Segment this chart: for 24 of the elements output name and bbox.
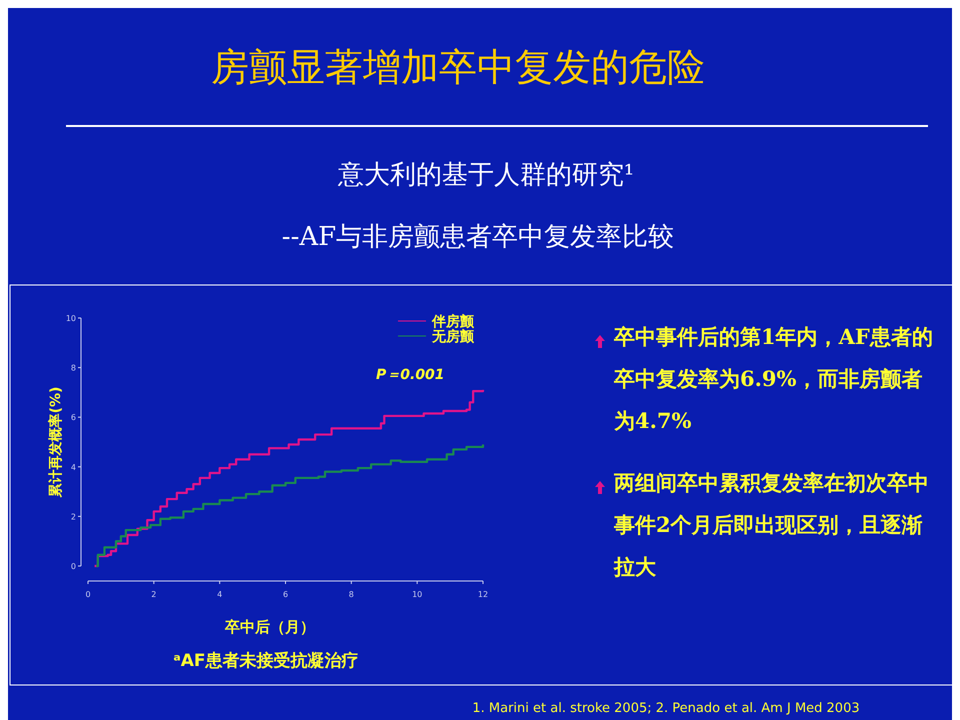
y-tick-label: 8	[70, 364, 76, 373]
x-tick-label: 10	[412, 590, 422, 599]
chart-title: 房颤显著增加卒中复发的危险	[211, 45, 705, 89]
y-tick-label: 4	[70, 462, 76, 472]
x-axis-title: 卒中后（月）	[224, 618, 315, 636]
legend-label: 伴房颤	[431, 313, 475, 330]
x-tick-label: 4	[217, 590, 222, 599]
x-tick-label: 2	[151, 590, 156, 599]
text: 1. Marini et al. stroke 2005; 2. Penado et al. Am J Med 2003	[472, 701, 860, 716]
x-tick-label: 6	[282, 590, 288, 599]
text: 卒中事件后的第1年内，AF患者的卒中复发率为6.9%，而非房颤者为4.7%	[613, 324, 933, 433]
y-tick-label: 2	[70, 512, 76, 522]
x-tick-label: 8	[348, 590, 354, 599]
text: 两组间卒中累积复发率在初次卒中事件2个月后即出现区别，且逐渐拉大	[613, 470, 929, 579]
annotation: P＝0.001	[376, 367, 445, 383]
x-tick-label: 0	[85, 590, 91, 599]
x-tick-label: 12	[478, 590, 488, 599]
y-tick-label: 0	[70, 562, 76, 571]
y-tick-label: 6	[70, 413, 76, 422]
text: ᵃAF患者未接受抗凝治疗	[173, 651, 359, 671]
y-tick-label: 10	[66, 314, 76, 323]
legend-label: 无房颤	[431, 328, 475, 345]
y-axis-title: 累计再发概率(%)	[47, 386, 64, 498]
text: 意大利的基于人群的研究¹ --AF与非房颤患者卒中复发率比较	[282, 160, 674, 252]
